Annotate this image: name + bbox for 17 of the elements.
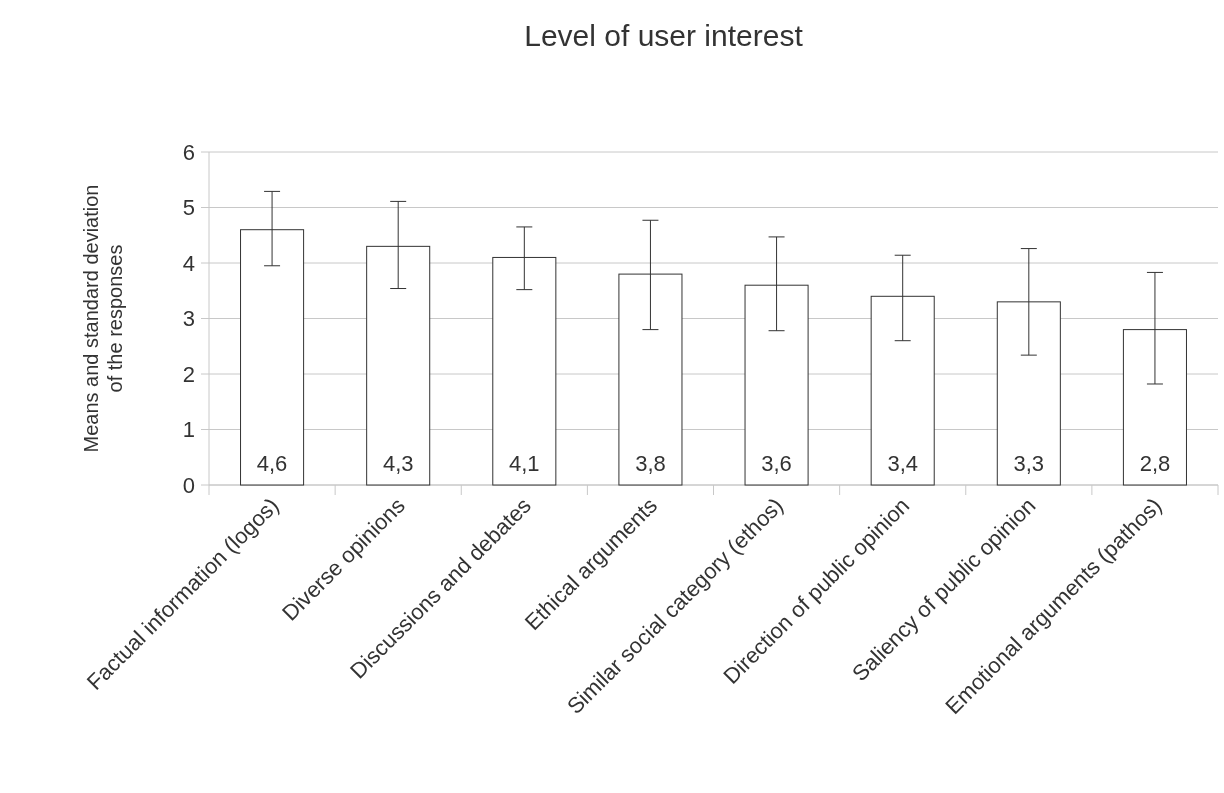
data-label: 3,6 [761,451,792,476]
y-tick-label: 2 [182,361,195,387]
y-tick-label: 5 [182,195,195,221]
chart-title: Level of user interest [524,19,804,52]
y-tick-label: 6 [182,139,195,165]
data-label: 3,8 [635,451,666,476]
data-label: 3,4 [887,451,918,476]
y-tick-label: 1 [182,417,195,443]
y-tick-label: 3 [182,306,195,332]
data-label: 4,6 [256,451,288,476]
data-label: 4,3 [382,451,414,476]
y-axis-title: Means and standard deviation of the responses [80,184,126,453]
y-tick-label: 4 [182,250,195,276]
data-label: 4,1 [509,451,540,476]
data-label: 3,3 [1013,451,1045,476]
data-label: 2,8 [1139,451,1171,476]
y-tick-label: 0 [182,472,195,498]
